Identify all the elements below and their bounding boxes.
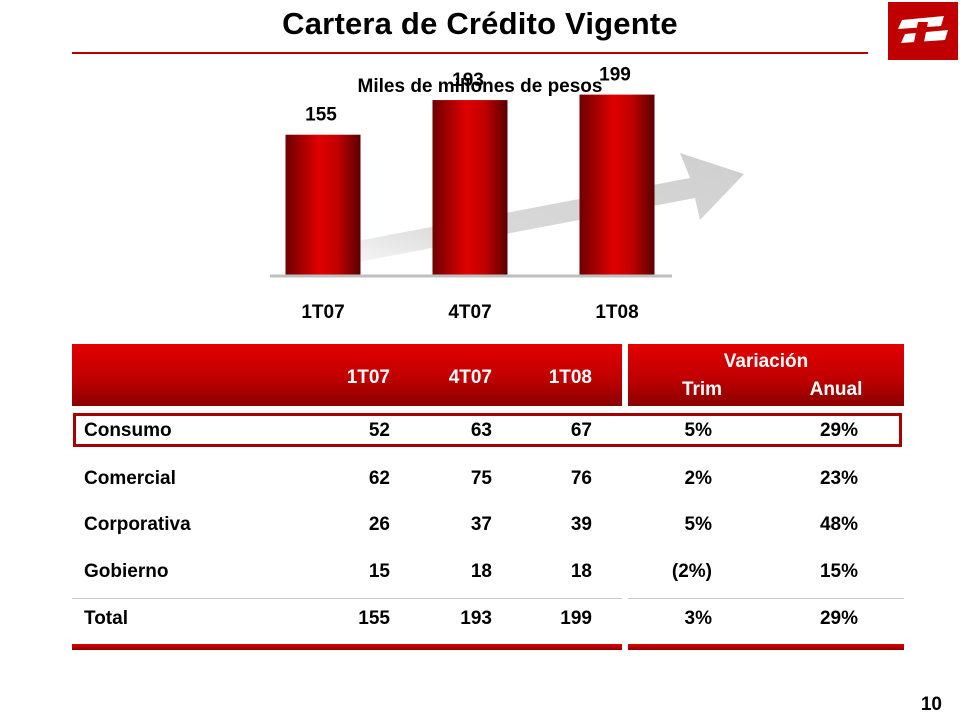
title-divider xyxy=(72,52,868,54)
bar-1T08 xyxy=(579,94,655,276)
table-header-left xyxy=(72,344,622,406)
cell-1T08: 67 xyxy=(570,420,592,441)
column-header-1T07: 1T07 xyxy=(346,367,390,388)
chart-subtitle: Miles de millones de pesos xyxy=(357,76,603,97)
variation-trim-header: Trim xyxy=(681,379,723,400)
cell-1T08: 199 xyxy=(560,608,592,629)
cell-1T07: 15 xyxy=(368,561,390,582)
column-header-4T07: 4T07 xyxy=(448,367,492,388)
data-label-1T08: 199 xyxy=(599,65,631,86)
cell-anual: 15% xyxy=(819,561,858,582)
row-label: Consumo xyxy=(84,420,172,441)
page-number: 10 xyxy=(920,694,942,715)
highlight-row-frame xyxy=(73,413,902,447)
table-footer-left xyxy=(72,644,622,650)
cell-anual: 29% xyxy=(819,420,858,441)
table-footer-right xyxy=(628,644,904,650)
row-label: Gobierno xyxy=(84,561,169,582)
cell-1T08: 76 xyxy=(570,468,592,489)
row-label: Comercial xyxy=(84,468,176,489)
total-divider-left xyxy=(72,598,622,599)
data-label-4T07: 193 xyxy=(452,70,484,91)
x-tick-1T08: 1T08 xyxy=(595,302,638,323)
cell-1T07: 62 xyxy=(368,468,390,489)
variation-anual-header: Anual xyxy=(809,379,863,400)
cell-trim: 3% xyxy=(684,608,712,629)
bar-chart: 155 1T07 193 4T07 199 1T08 xyxy=(270,65,744,323)
cell-anual: 48% xyxy=(819,514,858,535)
table-header-right xyxy=(628,344,904,406)
page-title: Cartera de Crédito Vigente xyxy=(282,6,678,41)
trend-arrow xyxy=(310,153,744,270)
cell-4T07: 18 xyxy=(470,561,492,582)
cell-trim: (2%) xyxy=(671,561,712,582)
variation-header: Variación xyxy=(723,351,809,372)
cell-anual: 23% xyxy=(819,468,858,489)
cell-4T07: 75 xyxy=(470,468,492,489)
cell-4T07: 37 xyxy=(470,514,492,535)
cell-1T07: 155 xyxy=(358,608,390,629)
cell-1T08: 39 xyxy=(570,514,592,535)
cell-1T07: 52 xyxy=(368,420,390,441)
row-label: Corporativa xyxy=(84,514,191,535)
bar-4T07 xyxy=(432,100,508,276)
column-header-1T08: 1T08 xyxy=(548,367,592,388)
cell-4T07: 193 xyxy=(460,608,492,629)
total-divider-right xyxy=(628,598,904,599)
cell-trim: 5% xyxy=(684,420,712,441)
row-label: Total xyxy=(84,608,128,629)
cell-1T08: 18 xyxy=(570,561,592,582)
cell-1T07: 26 xyxy=(368,514,390,535)
cell-anual: 29% xyxy=(819,608,858,629)
cell-trim: 5% xyxy=(684,514,712,535)
cell-trim: 2% xyxy=(684,468,712,489)
bar-1T07 xyxy=(285,134,361,276)
x-tick-1T07: 1T07 xyxy=(301,302,344,323)
cell-4T07: 63 xyxy=(470,420,492,441)
bank-logo-icon xyxy=(888,2,958,60)
data-label-1T07: 155 xyxy=(305,105,337,126)
x-tick-4T07: 4T07 xyxy=(448,302,491,323)
